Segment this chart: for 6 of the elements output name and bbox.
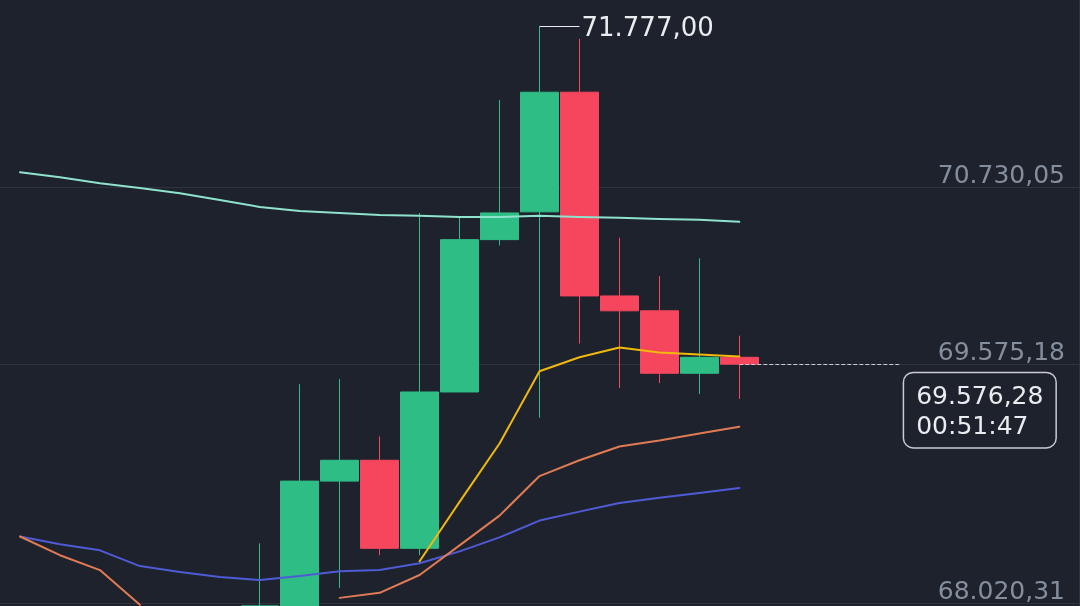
- ref-line-label: 69.576,28: [916, 380, 1044, 410]
- y-tick-label: 69.575,18: [937, 337, 1065, 367]
- annotation: 71.777,00: [581, 11, 714, 42]
- y-tick-label: 70.730,05: [937, 160, 1065, 190]
- y-tick-label: 68.020,31: [937, 575, 1065, 605]
- annotation: 00:51:47: [916, 410, 1029, 440]
